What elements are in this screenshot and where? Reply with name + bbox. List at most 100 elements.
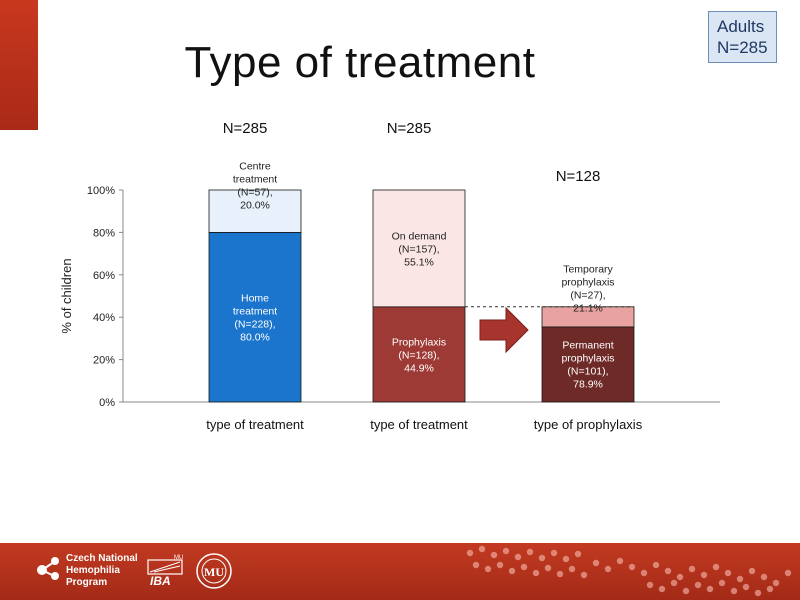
bar-n-label: N=285: [387, 120, 432, 137]
org-logo-text: Czech National Hemophilia Program: [66, 553, 138, 589]
decorative-dot: [562, 555, 570, 563]
bar-segment: [372, 189, 466, 308]
bar-data-label: (N=27),: [570, 290, 605, 302]
decorative-dot: [664, 567, 672, 575]
decorative-dot: [526, 548, 534, 556]
bar-data-label: Permanent: [562, 340, 613, 352]
org-line-2: Hemophilia: [66, 565, 120, 576]
university-seal-icon: MU: [196, 553, 232, 589]
bar-data-label: 20.0%: [240, 200, 270, 212]
decorative-dot: [760, 573, 768, 581]
bar-n-label: N=128: [556, 168, 601, 185]
bar-data-label: (N=128),: [398, 349, 439, 361]
decorative-dot: [478, 545, 486, 553]
bar-data-label: prophylaxis: [561, 353, 614, 365]
bar-data-label: Centre: [239, 161, 271, 173]
y-tick-label: 60%: [93, 270, 115, 282]
bar-segment: [541, 326, 635, 403]
y-tick-label: 40%: [93, 312, 115, 324]
decorative-dot: [772, 579, 780, 587]
decorative-dot: [502, 547, 510, 555]
y-tick-label: 0%: [99, 397, 115, 409]
bar-data-label: treatment: [233, 306, 277, 318]
bar-data-label: treatment: [233, 174, 277, 186]
decorative-dot: [556, 570, 564, 578]
decorative-dot: [766, 585, 774, 593]
org-line-1: Czech National: [66, 553, 138, 564]
decorative-dot: [700, 571, 708, 579]
decorative-dot: [574, 550, 582, 558]
decorative-dot: [658, 585, 666, 593]
decorative-dot: [508, 567, 516, 575]
bar-data-label: Temporary: [563, 264, 613, 276]
stacked-bar-chart: 0%20%40%60%80%100%% of children Hometreat…: [59, 120, 720, 432]
x-category-label: type of treatment: [206, 417, 304, 432]
decorative-dot: [652, 561, 660, 569]
bar-data-label: (N=101),: [567, 366, 608, 378]
decorative-dot: [724, 569, 732, 577]
iba-superscript: MU: [174, 555, 183, 561]
y-tick-label: 80%: [93, 227, 115, 239]
decorative-dot: [472, 561, 480, 569]
decorative-dot: [484, 565, 492, 573]
bar-data-label: (N=157),: [398, 243, 439, 255]
iba-label: IBA: [150, 574, 171, 588]
decorative-dot: [580, 571, 588, 579]
y-axis-label: % of children: [59, 258, 74, 333]
decorative-dot: [466, 549, 474, 557]
decorative-dot: [754, 589, 762, 597]
decorative-dot: [682, 587, 690, 595]
decorative-dot: [736, 575, 744, 583]
bar-data-label: On demand: [392, 230, 447, 242]
bar-data-label: (N=228),: [234, 319, 275, 331]
bar-data-label: (N=57),: [237, 187, 272, 199]
seal-label: MU: [204, 565, 224, 579]
adults-info-box: Adults N=285: [708, 11, 777, 63]
bar-n-label: N=285: [223, 120, 268, 137]
decorative-dot: [694, 581, 702, 589]
decorative-dot: [628, 563, 636, 571]
bar-data-label: Home: [241, 293, 269, 305]
decorative-dot: [550, 549, 558, 557]
decorative-dot: [514, 553, 522, 561]
bar-data-label: prophylaxis: [561, 277, 614, 289]
bar-data-label: 44.9%: [404, 362, 434, 374]
decorative-dot: [568, 565, 576, 573]
decorative-dot: [670, 579, 678, 587]
decorative-dot: [742, 583, 750, 591]
decorative-dot: [532, 569, 540, 577]
decorative-dot: [688, 565, 696, 573]
bar-data-label: 21.1%: [573, 303, 603, 315]
y-tick-label: 100%: [87, 185, 115, 197]
bar-segment: [372, 306, 466, 403]
decorative-dot: [646, 581, 654, 589]
decorative-dot: [730, 587, 738, 595]
decorative-dot: [538, 554, 546, 562]
x-category-label: type of treatment: [370, 417, 468, 432]
decorative-dot: [520, 563, 528, 571]
decorative-dot: [718, 579, 726, 587]
bar-data-label: 80.0%: [240, 332, 270, 344]
decorative-dot: [784, 569, 792, 577]
decorative-dot: [712, 563, 720, 571]
adults-box-line1: Adults: [717, 17, 765, 36]
decorative-dot-pattern: [466, 545, 792, 597]
bar-segment: [208, 231, 302, 403]
adults-box-line2: N=285: [717, 38, 768, 57]
decorative-dot: [640, 569, 648, 577]
left-accent-bar: [0, 0, 38, 130]
decorative-dot: [748, 567, 756, 575]
right-arrow-icon: [479, 306, 529, 354]
bar-data-label: 78.9%: [573, 379, 603, 391]
x-category-label: type of prophylaxis: [534, 417, 643, 432]
decorative-dot: [676, 573, 684, 581]
bar-data-label: Prophylaxis: [392, 336, 446, 348]
decorative-dot: [616, 557, 624, 565]
decorative-dot: [544, 564, 552, 572]
org-line-3: Program: [66, 577, 108, 588]
decorative-dot: [496, 561, 504, 569]
slide-title: Type of treatment: [184, 38, 536, 87]
decorative-dot: [490, 551, 498, 559]
decorative-dot: [706, 585, 714, 593]
iba-logo-icon: MU IBA: [147, 555, 183, 588]
